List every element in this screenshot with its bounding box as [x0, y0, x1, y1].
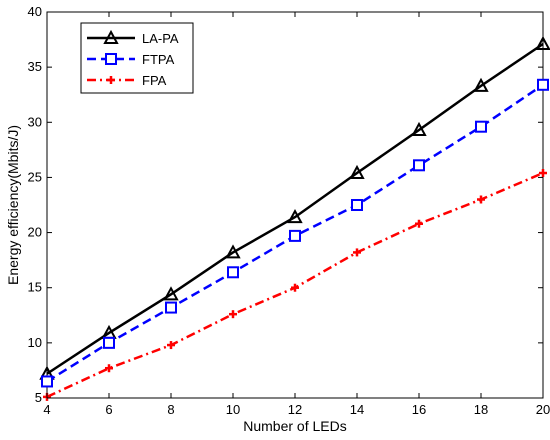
data-point: [41, 375, 53, 388]
data-point: [167, 341, 175, 350]
legend-item: FTPA: [87, 52, 175, 67]
data-point: [475, 120, 487, 133]
data-point: [287, 209, 303, 224]
y-tick-label: 25: [28, 169, 42, 184]
x-tick-label: 8: [167, 402, 174, 417]
data-point: [289, 229, 301, 242]
x-tick-label: 10: [226, 402, 240, 417]
data-point: [163, 286, 179, 301]
legend-box: [80, 22, 194, 94]
x-tick-label: 20: [536, 402, 550, 417]
series-ftpa: [41, 78, 549, 388]
data-point: [105, 364, 113, 373]
data-point: [415, 219, 423, 228]
data-point: [227, 266, 239, 279]
data-point: [165, 301, 177, 314]
legend-marker: [105, 53, 117, 65]
data-point: [535, 35, 550, 50]
data-point: [349, 164, 365, 180]
x-tick-label: 16: [412, 402, 426, 417]
y-tick-label: 30: [28, 114, 42, 129]
y-tick-label: 35: [28, 59, 42, 74]
data-point: [537, 78, 549, 91]
legend-label: FTPA: [142, 52, 175, 67]
data-point: [103, 336, 115, 349]
y-axis-label: Energy efficiency(Mbits/J): [5, 125, 21, 285]
series-layer: [39, 35, 550, 401]
x-tick-label: 18: [474, 402, 488, 417]
x-tick-label: 14: [350, 402, 364, 417]
data-point: [229, 310, 237, 319]
legend-item: FPA: [87, 73, 167, 88]
series-line: [46, 42, 544, 375]
y-tick-label: 5: [35, 390, 42, 405]
data-point: [539, 169, 547, 178]
axis-layer: 4 6 8 10 12 14 16 18 20 5 10 15 20 25 30 35 40: [28, 4, 550, 417]
x-tick-label: 4: [43, 402, 50, 417]
data-point: [413, 159, 425, 172]
data-point: [291, 283, 299, 292]
y-tick-label: 20: [28, 225, 42, 240]
data-point: [411, 121, 427, 137]
legend-marker: [103, 29, 119, 44]
y-tick-label: 15: [28, 280, 42, 295]
data-point: [353, 248, 361, 257]
legend-label: LA-PA: [142, 31, 179, 46]
legend-item: LA-PA: [87, 29, 179, 46]
x-axis-label: Number of LEDs: [243, 418, 346, 434]
x-tick-label: 12: [288, 402, 302, 417]
data-point: [225, 244, 241, 259]
data-point: [477, 195, 485, 204]
y-tick-label: 10: [28, 335, 42, 350]
legend: LA-PA FTPA FPA: [80, 22, 194, 94]
series-la-pa: [39, 35, 550, 380]
legend-marker: [107, 76, 115, 84]
legend-label: FPA: [142, 73, 167, 88]
data-point: [473, 77, 489, 92]
series-fpa: [43, 169, 547, 401]
y-tick-label: 40: [28, 4, 42, 19]
data-point: [351, 199, 363, 211]
x-tick-label: 6: [105, 402, 112, 417]
